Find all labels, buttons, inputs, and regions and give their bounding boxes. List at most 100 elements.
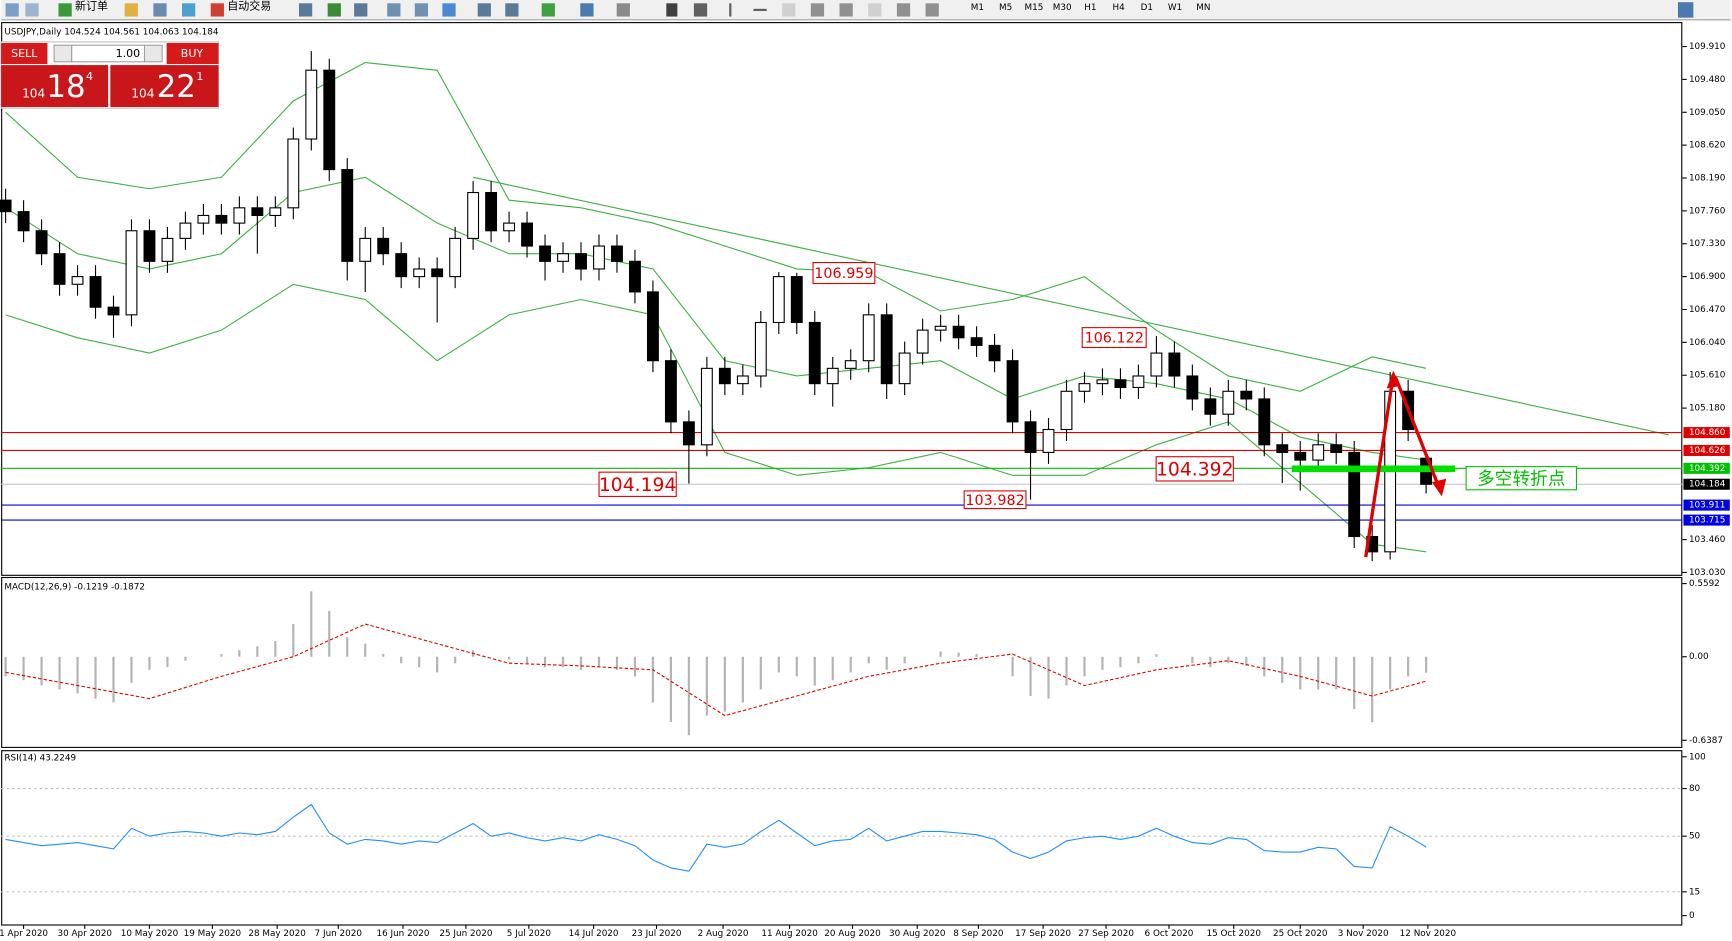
annotation-box <box>1465 466 1577 491</box>
y-tick-label: 103.030 <box>1689 568 1726 578</box>
lot-value[interactable]: 1.00 <box>116 47 141 60</box>
icon[interactable] <box>810 3 825 17</box>
candle-body <box>1078 383 1091 392</box>
candle-body <box>161 237 174 262</box>
panel-title: MACD(12,26,9) -0.1219 -0.1872 <box>4 582 145 592</box>
timeframe-button[interactable]: H4 <box>1113 3 1126 13</box>
y-tick-label: 103.460 <box>1689 535 1726 545</box>
candle-body <box>1114 379 1127 389</box>
icon[interactable] <box>541 3 555 17</box>
candle-body <box>718 367 731 385</box>
candle-body <box>593 245 605 270</box>
timeframe-button[interactable]: H1 <box>1084 3 1096 13</box>
icon[interactable] <box>839 3 853 17</box>
buy-button[interactable] <box>166 43 219 64</box>
candle-body <box>359 237 372 262</box>
icon[interactable] <box>580 3 594 17</box>
candle-body <box>611 245 623 262</box>
vline-tool[interactable] <box>729 3 732 17</box>
arrowhead <box>1431 478 1447 497</box>
x-tick-label: 28 May 2020 <box>248 929 306 939</box>
x-tick-label: 17 Sep 2020 <box>1015 929 1071 939</box>
toolbar: 新订单 自动交易 M1 M5 M15 M30 H1 H4 D1 W1 MN <box>1 0 1731 21</box>
candle-body <box>323 69 336 171</box>
y-tick-label: 106.040 <box>1689 338 1726 348</box>
signal-line <box>5 623 1427 717</box>
zoom-out[interactable] <box>414 3 429 17</box>
x-tick-label: 2 Aug 2020 <box>698 929 749 939</box>
annotation-text: 104.392 <box>1156 459 1234 480</box>
x-tick-label: 23 Jul 2020 <box>632 929 682 939</box>
sell-label[interactable]: SELL <box>11 47 38 60</box>
zoom-in[interactable] <box>387 3 401 17</box>
icon[interactable] <box>25 3 39 17</box>
buy-label[interactable]: BUY <box>181 47 204 60</box>
icon[interactable] <box>442 3 456 17</box>
buy-price-small: 104 <box>131 86 154 100</box>
icon[interactable] <box>354 3 368 17</box>
x-tick-label: 10 May 2020 <box>121 929 179 939</box>
y-tick-label: 0.00 <box>1689 652 1709 662</box>
main-frame <box>1 22 1683 576</box>
candle-body <box>1060 390 1073 431</box>
icon[interactable] <box>616 3 630 17</box>
icon[interactable] <box>298 3 313 17</box>
icon[interactable] <box>153 3 167 17</box>
annotation-text: 106.959 <box>814 266 873 282</box>
text-tool[interactable] <box>868 3 882 17</box>
sell-price-small: 104 <box>22 86 45 100</box>
candle-body <box>71 276 84 285</box>
icon[interactable] <box>182 3 196 17</box>
timeframe-button[interactable]: M15 <box>1024 3 1043 13</box>
icon[interactable] <box>124 3 138 17</box>
new-order-icon[interactable] <box>58 3 72 17</box>
hline-tool[interactable] <box>753 8 767 12</box>
timeframe-button[interactable]: D1 <box>1141 3 1153 13</box>
timeframe-button[interactable]: MN <box>1196 3 1210 13</box>
icon[interactable] <box>925 3 939 17</box>
candle-body <box>844 360 857 369</box>
y-tick-label: 107.330 <box>1689 239 1726 249</box>
candle-body <box>341 169 354 262</box>
annotation-text: 103.982 <box>965 493 1024 509</box>
red-arrow-down <box>1393 376 1443 493</box>
label-tool[interactable] <box>896 3 911 17</box>
auto-trade-button[interactable]: 自动交易 <box>227 0 271 13</box>
y-tick-label: 0.5592 <box>1689 579 1720 589</box>
price-level-tag <box>1683 499 1730 511</box>
lot-down[interactable] <box>53 44 73 63</box>
x-tick-label: 7 Jun 2020 <box>315 929 363 939</box>
icon[interactable] <box>505 3 519 17</box>
price-level-tag <box>1683 444 1730 456</box>
icon[interactable] <box>5 3 19 17</box>
icon[interactable] <box>327 3 341 17</box>
x-tick-label: 20 Aug 2020 <box>824 929 881 939</box>
sell-price-sup: 4 <box>86 70 93 83</box>
timeframe-button[interactable]: M30 <box>1053 3 1072 13</box>
x-tick-label: 30 Apr 2020 <box>57 929 112 939</box>
sell-price-box[interactable] <box>1 65 109 108</box>
candle-body <box>808 321 821 385</box>
timeframe-button[interactable]: M5 <box>999 3 1012 13</box>
crosshair-tool[interactable] <box>693 3 708 17</box>
lot-up[interactable] <box>143 44 163 63</box>
trend-tool[interactable] <box>782 3 796 17</box>
icon[interactable] <box>1677 2 1694 18</box>
auto-trade-icon[interactable] <box>210 3 224 17</box>
buy-price-box[interactable] <box>110 65 219 108</box>
drawings <box>1291 370 1456 558</box>
candle-body <box>1294 451 1307 461</box>
y-tick-label: 105.610 <box>1689 371 1726 381</box>
candle-body <box>934 325 947 331</box>
candle-body <box>916 329 929 354</box>
timeframe-button[interactable]: W1 <box>1168 3 1182 13</box>
trade-panel: SELL 1.00 BUY 104 18 4 104 22 1 <box>0 41 219 109</box>
cursor-tool[interactable] <box>666 3 678 17</box>
sell-button[interactable] <box>1 43 48 64</box>
annotation-text: 多空转折点 <box>1477 468 1565 489</box>
new-order-button[interactable]: 新订单 <box>75 0 108 13</box>
candle-body <box>1132 375 1145 389</box>
timeframe-button[interactable]: M1 <box>971 3 984 13</box>
icon[interactable] <box>477 3 491 17</box>
rsi-frame <box>1 750 1683 926</box>
